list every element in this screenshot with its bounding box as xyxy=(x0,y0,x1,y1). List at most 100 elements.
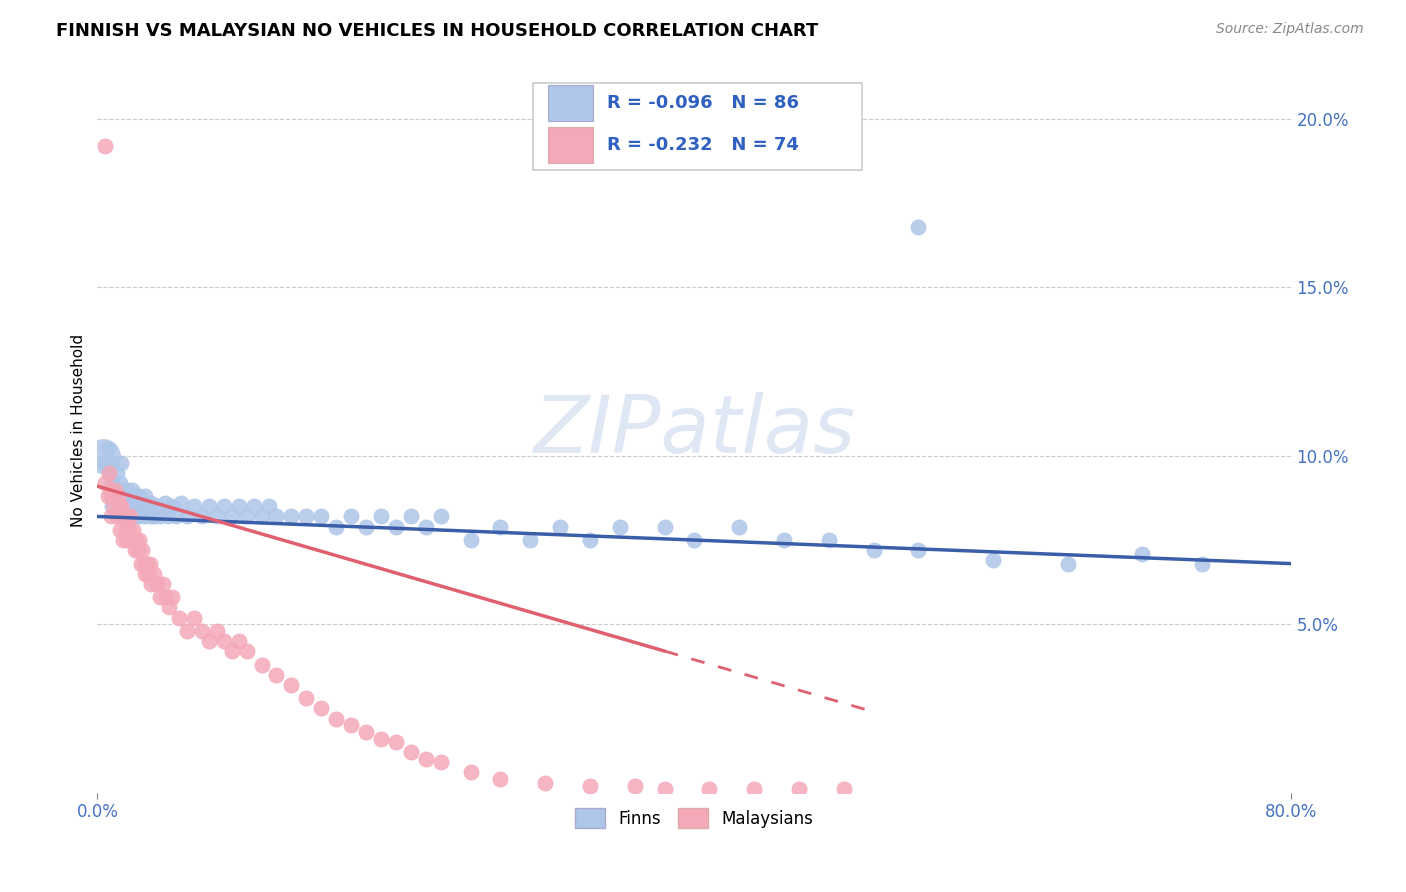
Point xyxy=(205,509,228,524)
Point xyxy=(108,523,131,537)
Point xyxy=(108,500,131,514)
Point xyxy=(134,489,156,503)
Point xyxy=(460,765,482,780)
Point xyxy=(169,610,191,624)
Point xyxy=(354,725,377,739)
Point xyxy=(183,500,205,514)
Point xyxy=(121,483,143,497)
Point xyxy=(146,500,169,514)
Point xyxy=(832,782,855,797)
Point xyxy=(139,496,162,510)
Point xyxy=(115,533,138,547)
Point xyxy=(110,456,132,470)
Point xyxy=(579,779,602,793)
Legend: Finns, Malaysians: Finns, Malaysians xyxy=(569,801,820,835)
Point xyxy=(131,496,153,510)
Text: ZIPatlas: ZIPatlas xyxy=(533,392,855,469)
Point xyxy=(122,523,145,537)
Point xyxy=(519,533,541,547)
Point xyxy=(125,496,148,510)
Point xyxy=(205,624,228,638)
Point xyxy=(124,489,146,503)
Point xyxy=(143,566,166,581)
Point xyxy=(295,509,318,524)
Point xyxy=(742,782,765,797)
Point xyxy=(152,577,174,591)
Point xyxy=(235,509,257,524)
Point xyxy=(170,496,193,510)
Point xyxy=(104,483,127,497)
Point xyxy=(125,533,148,547)
Point xyxy=(103,500,125,514)
Point xyxy=(101,486,124,500)
Point xyxy=(104,483,127,497)
Point xyxy=(120,509,142,524)
Point xyxy=(981,553,1004,567)
Point xyxy=(243,500,266,514)
Point xyxy=(728,519,751,533)
Point xyxy=(221,509,243,524)
Point xyxy=(112,509,135,524)
Point xyxy=(415,752,437,766)
Point xyxy=(907,543,929,558)
Point xyxy=(212,500,235,514)
Point xyxy=(191,624,214,638)
Point xyxy=(250,509,273,524)
Point xyxy=(250,657,273,672)
Point xyxy=(370,509,392,524)
Point xyxy=(221,644,243,658)
Text: FINNISH VS MALAYSIAN NO VEHICLES IN HOUSEHOLD CORRELATION CHART: FINNISH VS MALAYSIAN NO VEHICLES IN HOUS… xyxy=(56,22,818,40)
Point xyxy=(108,475,131,490)
Point xyxy=(100,509,122,524)
Point xyxy=(124,506,146,520)
Point xyxy=(149,591,172,605)
Point xyxy=(94,456,117,470)
Point xyxy=(94,456,117,470)
Point xyxy=(122,509,145,524)
Point xyxy=(91,449,114,463)
FancyBboxPatch shape xyxy=(547,127,593,162)
Point xyxy=(266,509,288,524)
Point xyxy=(143,509,166,524)
Point xyxy=(489,772,512,787)
Point xyxy=(683,533,706,547)
Point xyxy=(112,483,135,497)
Point xyxy=(94,475,117,490)
Point xyxy=(907,219,929,234)
Point xyxy=(105,509,128,524)
Point xyxy=(107,489,129,503)
Point xyxy=(489,519,512,533)
Text: R = -0.232   N = 74: R = -0.232 N = 74 xyxy=(607,136,799,153)
Point xyxy=(280,678,302,692)
Point xyxy=(121,533,143,547)
Point xyxy=(138,509,160,524)
Point xyxy=(105,466,128,480)
Point xyxy=(115,500,138,514)
Point xyxy=(107,489,129,503)
Point xyxy=(399,509,422,524)
FancyBboxPatch shape xyxy=(533,83,862,169)
Point xyxy=(115,483,138,497)
Point xyxy=(101,475,124,490)
Point xyxy=(198,500,221,514)
Point xyxy=(212,634,235,648)
Point xyxy=(115,509,138,524)
Point xyxy=(132,557,155,571)
Point xyxy=(120,496,142,510)
Point xyxy=(266,667,288,681)
Point xyxy=(429,509,451,524)
Point xyxy=(114,523,136,537)
Point xyxy=(138,557,160,571)
Point xyxy=(228,500,250,514)
Point xyxy=(98,466,121,480)
Point xyxy=(101,456,124,470)
Point xyxy=(191,509,214,524)
Point xyxy=(160,500,183,514)
Point xyxy=(1056,557,1078,571)
Point xyxy=(399,745,422,759)
FancyBboxPatch shape xyxy=(547,85,593,120)
Point xyxy=(340,718,363,732)
Point xyxy=(166,509,188,524)
Point xyxy=(235,644,257,658)
Point xyxy=(129,557,152,571)
